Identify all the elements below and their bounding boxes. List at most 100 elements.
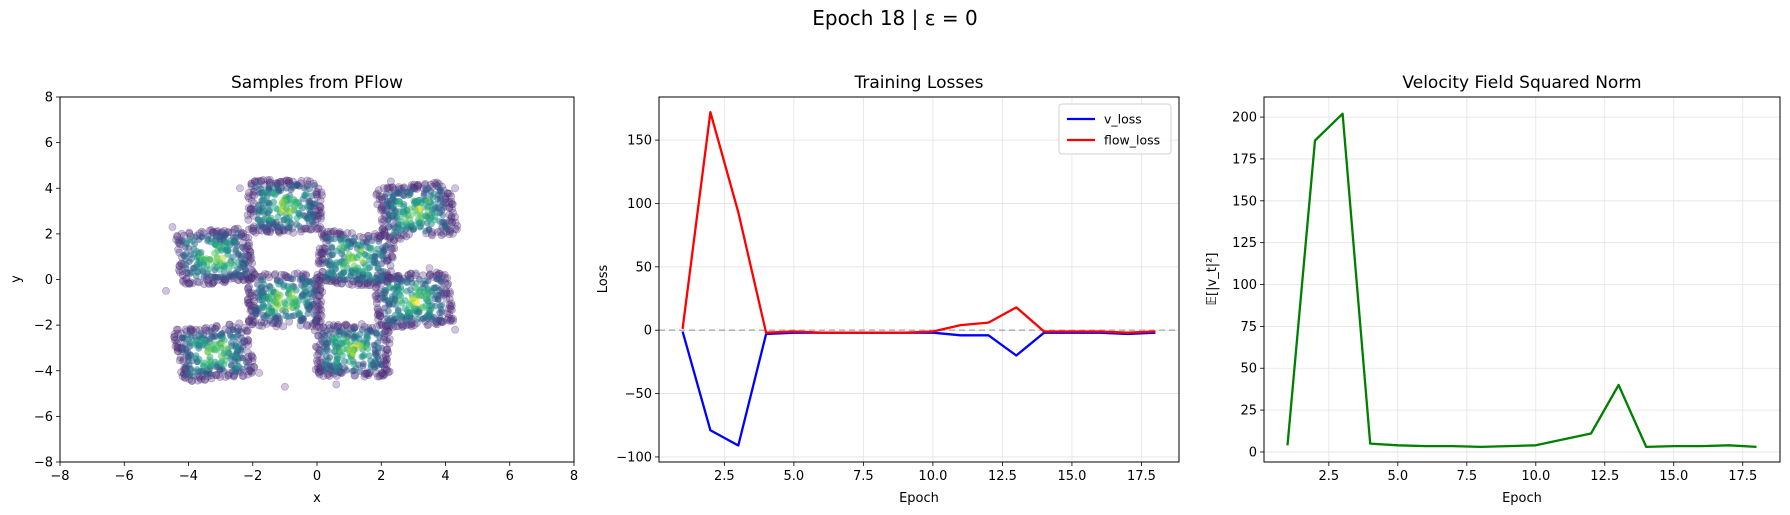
scatter-point — [207, 226, 216, 234]
scatter-point — [384, 348, 393, 357]
scatter-point — [448, 205, 456, 213]
series-line — [1286, 112, 1757, 449]
losses-ticks: 2.5 5.0 7.5 10.0 12.5 15.0 17.5 −100 −50 0 50 100 15… — [616, 134, 1156, 484]
scatter-point — [452, 225, 461, 234]
scatter-point — [350, 262, 358, 270]
scatter-point — [312, 225, 321, 234]
scatter-point — [168, 223, 177, 231]
velocity-panel: Velocity Field Squared Norm 2.5 5.0 7.5 10.… — [1205, 73, 1781, 506]
scatter-point — [382, 232, 391, 241]
scatter-point — [418, 303, 426, 311]
scatter-point — [296, 276, 304, 283]
scatter-point — [185, 280, 194, 288]
scatter-point — [186, 324, 195, 333]
scatter-point — [444, 313, 453, 322]
x-tick-label: 0 — [313, 469, 321, 484]
scatter-point — [447, 212, 456, 221]
scatter-point — [306, 177, 314, 186]
x-tick-label: −6 — [115, 469, 134, 484]
scatter-point — [266, 317, 274, 325]
scatter-point — [445, 287, 454, 296]
scatter-point — [311, 365, 320, 374]
scatter-point — [386, 261, 395, 270]
scatter-point — [378, 225, 387, 234]
scatter-point — [255, 321, 264, 330]
scatter-point — [378, 369, 387, 377]
scatter-point — [407, 322, 416, 331]
scatter-point — [314, 259, 323, 268]
scatter-point — [244, 233, 253, 242]
scatter-point — [436, 314, 444, 322]
scatter-point — [313, 270, 322, 279]
scatter-point — [244, 370, 252, 379]
scatter-point — [195, 278, 204, 287]
scatter-point — [317, 297, 326, 306]
scatter-point — [367, 246, 375, 254]
scatter-point — [317, 306, 326, 315]
scatter-point — [379, 230, 387, 239]
scatter-point — [371, 230, 379, 238]
scatter-point — [317, 188, 326, 197]
scatter-point — [324, 347, 332, 355]
y-tick-label: 200 — [1232, 111, 1257, 126]
scatter-point — [382, 366, 391, 374]
x-tick-label: 5.0 — [784, 469, 805, 484]
scatter-point — [206, 255, 214, 263]
scatter-point — [413, 181, 422, 190]
scatter-point — [304, 310, 312, 318]
velocity-frame — [1263, 96, 1781, 463]
scatter-point — [174, 347, 183, 356]
scatter-point — [385, 335, 394, 344]
scatter-point — [386, 183, 395, 192]
scatter-point — [179, 278, 187, 286]
scatter-point — [245, 276, 254, 284]
y-tick-label: 6 — [45, 136, 53, 151]
scatter-point — [342, 320, 350, 329]
scatter-point — [315, 206, 324, 215]
x-tick-label: 8 — [570, 469, 578, 484]
scatter-point — [247, 320, 256, 329]
scatter-point — [374, 315, 383, 324]
scatter-point — [413, 181, 422, 190]
x-tick-label: 12.5 — [1590, 469, 1619, 484]
scatter-point — [173, 325, 182, 334]
scatter-point — [377, 320, 386, 329]
scatter-point — [246, 247, 255, 256]
y-tick-label: 2 — [45, 227, 53, 242]
x-tick-label: 15.0 — [1659, 469, 1688, 484]
scatter-point — [247, 351, 256, 360]
scatter-point — [436, 302, 444, 310]
losses-title: Training Losses — [853, 73, 983, 93]
scatter-point — [343, 244, 351, 252]
scatter-point — [382, 190, 390, 198]
scatter-point — [341, 358, 348, 365]
y-tick-label: 4 — [45, 182, 53, 197]
scatter-point — [245, 316, 254, 325]
scatter-point — [447, 301, 456, 310]
scatter-point — [239, 372, 248, 381]
scatter-point — [451, 213, 460, 221]
scatter-point — [244, 298, 252, 307]
scatter-point — [446, 302, 455, 311]
scatter-point — [358, 353, 366, 361]
scatter-point — [245, 241, 253, 250]
scatter-point — [279, 202, 287, 210]
scatter-point — [353, 254, 361, 262]
scatter-point — [342, 321, 351, 330]
scatter-point — [213, 346, 221, 354]
scatter-point — [410, 321, 419, 329]
scatter-point — [244, 216, 253, 224]
scatter-point — [308, 192, 316, 200]
scatter-point — [244, 275, 253, 284]
scatter-point — [282, 176, 290, 185]
scatter-point — [380, 231, 389, 240]
scatter-point — [444, 279, 453, 288]
x-tick-label: 15.0 — [1057, 469, 1086, 484]
y-tick-label: 50 — [1240, 362, 1257, 377]
losses-legend: v_loss flow_loss — [1058, 103, 1172, 155]
scatter-point — [244, 192, 253, 201]
scatter-point — [376, 312, 385, 321]
scatter-point — [244, 296, 252, 304]
x-tick-label: 7.5 — [853, 469, 874, 484]
x-tick-label: 7.5 — [1456, 469, 1477, 484]
